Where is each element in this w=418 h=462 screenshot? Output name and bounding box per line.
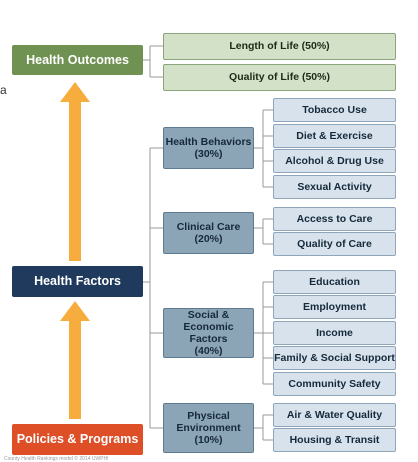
- factor-label: Quality of Care: [297, 237, 372, 250]
- factor-employment: Employment: [273, 295, 396, 319]
- category-health-behaviors: Health Behaviors (30%): [163, 127, 254, 169]
- factor-label: Income: [316, 326, 353, 339]
- factor-label: Family & Social Support: [274, 351, 395, 364]
- category-label: Physical Environment (10%): [176, 409, 241, 447]
- edge-text-fragment: a: [0, 83, 7, 97]
- category-clinical-care: Clinical Care (20%): [163, 212, 254, 254]
- factor-sexual-activity: Sexual Activity: [273, 175, 396, 199]
- category-social-economic: Social & Economic Factors (40%): [163, 308, 254, 358]
- factor-access-to-care: Access to Care: [273, 207, 396, 231]
- outcome-length-of-life: Length of Life (50%): [163, 33, 396, 60]
- category-physical-environment: Physical Environment (10%): [163, 403, 254, 453]
- footer-credit: County Health Rankings model © 2014 UWPH…: [4, 456, 109, 462]
- factor-label: Tobacco Use: [302, 103, 367, 116]
- factor-label: Employment: [302, 300, 366, 313]
- arrow-policies-to-factors: [60, 301, 90, 419]
- factor-family-social-support: Family & Social Support: [273, 346, 396, 370]
- factor-community-safety: Community Safety: [273, 372, 396, 396]
- factor-label: Air & Water Quality: [286, 408, 383, 421]
- health-outcomes-label: Health Outcomes: [26, 52, 129, 67]
- arrow-factors-to-outcomes: [60, 82, 90, 261]
- factor-connectors: [143, 109, 273, 441]
- factor-label: Access to Care: [296, 212, 373, 225]
- factor-label: Diet & Exercise: [296, 129, 373, 142]
- outcome-connectors: [143, 45, 163, 78]
- factor-label: Community Safety: [288, 377, 381, 390]
- outcome-quality-of-life: Quality of Life (50%): [163, 64, 396, 91]
- outcome-label: Quality of Life (50%): [229, 71, 330, 84]
- factor-income: Income: [273, 321, 396, 345]
- outcome-label: Length of Life (50%): [229, 40, 330, 53]
- health-outcomes-box: Health Outcomes: [12, 45, 143, 75]
- factor-label: Sexual Activity: [297, 180, 372, 193]
- factor-alcohol-drug-use: Alcohol & Drug Use: [273, 149, 396, 173]
- category-label: Social & Economic Factors (40%): [183, 308, 234, 358]
- health-factors-label: Health Factors: [34, 274, 121, 289]
- health-factors-box: Health Factors: [12, 266, 143, 297]
- factor-quality-of-care: Quality of Care: [273, 232, 396, 256]
- factor-label: Alcohol & Drug Use: [285, 154, 384, 167]
- factor-education: Education: [273, 270, 396, 294]
- factor-air-water-quality: Air & Water Quality: [273, 403, 396, 427]
- factor-label: Housing & Transit: [289, 433, 380, 446]
- category-label: Clinical Care (20%): [176, 220, 241, 245]
- policies-programs-box: Policies & Programs: [12, 424, 143, 455]
- category-label: Health Behaviors (30%): [165, 135, 252, 160]
- policies-programs-label: Policies & Programs: [16, 432, 139, 447]
- factor-housing-transit: Housing & Transit: [273, 428, 396, 452]
- factor-diet-exercise: Diet & Exercise: [273, 124, 396, 148]
- factor-label: Education: [309, 275, 360, 288]
- factor-tobacco-use: Tobacco Use: [273, 98, 396, 122]
